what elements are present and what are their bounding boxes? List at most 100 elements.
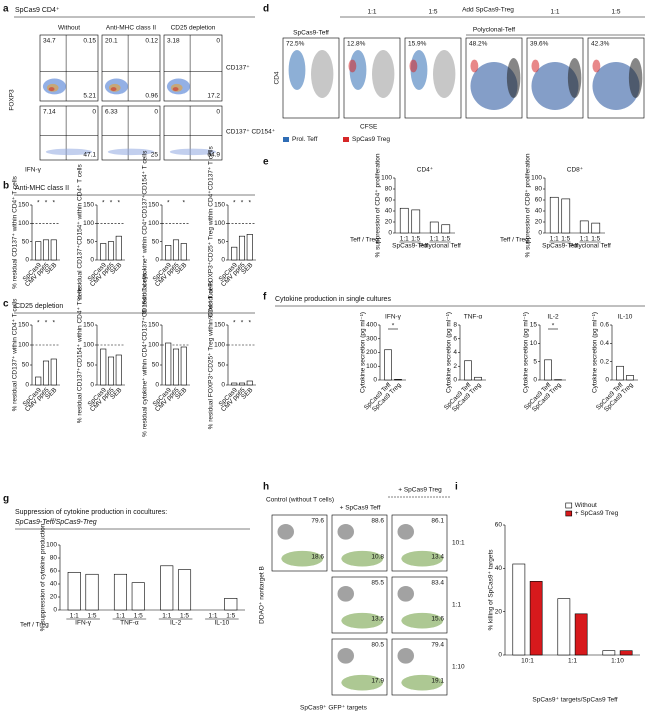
y-axis-label: % suppression of CD4⁺ proliferation — [375, 153, 382, 257]
flow-density — [45, 148, 93, 156]
group-label: SpCas9-Teff — [542, 243, 578, 250]
legend-swatch — [343, 137, 349, 142]
quadrant-value: 64.9 — [207, 152, 220, 159]
y-tick-label: 0 — [538, 230, 542, 237]
y-tick-label: 20 — [495, 608, 503, 615]
group-label: 1:10 — [611, 658, 624, 665]
gate-value: 85.5 — [371, 580, 384, 587]
y-tick-label: 15 — [530, 322, 538, 329]
y-tick-label: 50 — [152, 362, 160, 369]
y-tick-label: 150 — [214, 202, 225, 209]
percentage: 15.9% — [408, 41, 427, 48]
panel-title: CD25 depletion — [15, 303, 63, 310]
y-tick-label: 400 — [366, 322, 377, 329]
flow-density — [341, 550, 384, 567]
y-axis-label: % residual CD137⁺CD154⁺ within CD4⁺ T ce… — [77, 164, 84, 301]
y-tick-label: 0 — [155, 382, 159, 389]
panel-h: h Control (without T cells) + SpCas9 Tef… — [259, 482, 450, 712]
y-tick-label: 0 — [25, 257, 29, 264]
group-label: Polyclonal Teff — [419, 243, 461, 250]
bar — [549, 196, 559, 234]
panel-letter: c — [3, 299, 9, 310]
y-tick-label: 40 — [385, 208, 393, 215]
y-tick-label: 100 — [381, 175, 392, 182]
y-tick-label: 4 — [453, 349, 457, 356]
flow-density — [337, 523, 354, 540]
y-tick-label: 50 — [218, 362, 226, 369]
bar — [238, 382, 246, 386]
bar — [50, 358, 57, 386]
panel-d: d Add SpCas9-Treg SpCas9-Teff Polyclonal… — [263, 4, 645, 131]
significance: * — [241, 320, 244, 327]
x-tick-label: 1:5 — [180, 613, 189, 620]
bar — [557, 598, 571, 656]
quadrant-value: 34.7 — [43, 38, 56, 45]
bar — [50, 239, 57, 261]
significance: * — [392, 323, 395, 330]
axis-label: DDAO⁺ nontarget B — [259, 566, 266, 624]
significance: * — [183, 200, 186, 207]
panel-letter: d — [263, 4, 269, 15]
significance: * — [37, 200, 40, 207]
gate-value: 19.1 — [431, 678, 444, 685]
column-label: 1:5 — [611, 9, 620, 16]
column-label: Without — [58, 25, 80, 32]
flow-density — [567, 58, 582, 98]
bar — [394, 379, 402, 381]
bar — [115, 235, 122, 261]
x-tick-label: 1:1 — [550, 236, 559, 243]
y-tick-label: 0 — [25, 382, 29, 389]
y-axis-label: % residual CD137⁺ within CD4⁺ T cells — [12, 298, 19, 412]
flow-density — [341, 612, 384, 629]
quadrant-value: 0 — [216, 109, 220, 116]
y-tick-label: 100 — [214, 220, 225, 227]
bar — [441, 224, 451, 234]
flow-density — [409, 59, 418, 73]
y-tick-label: 150 — [18, 202, 29, 209]
bar — [67, 571, 81, 611]
column-label: 1:1 — [550, 9, 559, 16]
bar — [35, 241, 42, 261]
y-tick-label: 0.2 — [600, 358, 609, 365]
significance: * — [241, 200, 244, 207]
bar — [180, 346, 187, 386]
x-tick-label: 1:1 — [208, 613, 217, 620]
panel-e: e — [263, 157, 269, 168]
axis-label: Teff / Treg — [500, 237, 529, 244]
chart-title: IFN-γ — [385, 314, 402, 321]
y-tick-label: 50 — [22, 238, 30, 245]
y-tick-label: 20 — [385, 219, 393, 226]
gate-value: 79.4 — [431, 642, 444, 649]
flow-density — [372, 50, 395, 98]
significance: * — [249, 200, 252, 207]
y-tick-label: 100 — [148, 220, 159, 227]
flow-density — [48, 87, 55, 92]
y-tick-label: 80 — [535, 186, 543, 193]
legend-swatch — [565, 502, 573, 509]
bar — [602, 650, 616, 656]
group-label: SpCas9-Teff — [392, 243, 428, 250]
y-tick-label: 0 — [221, 382, 225, 389]
flow-density — [169, 148, 217, 156]
flow-density — [592, 59, 601, 73]
bar — [429, 221, 439, 234]
bar — [231, 246, 238, 261]
y-tick-label: 40 — [535, 208, 543, 215]
column-label: 1:5 — [428, 9, 437, 16]
y-tick-label: 8 — [453, 322, 457, 329]
gate-value: 18.6 — [311, 554, 324, 561]
gate-value: 86.1 — [431, 518, 444, 525]
y-tick-label: 0 — [388, 230, 392, 237]
y-axis-label: Cytokine secretion (pg ml⁻¹) — [523, 312, 530, 393]
bar — [411, 209, 421, 234]
panel-letter: f — [263, 292, 267, 303]
gate-value: 88.6 — [371, 518, 384, 525]
column-label: Control (without T cells) — [266, 497, 334, 504]
y-tick-label: 100 — [83, 220, 94, 227]
bar — [561, 198, 571, 234]
quadrant-value: 7.14 — [43, 109, 56, 116]
y-axis-label: Cytokine secretion (pg ml⁻¹) — [592, 312, 599, 393]
flow-density — [341, 674, 384, 691]
legend-swatch — [565, 510, 573, 517]
